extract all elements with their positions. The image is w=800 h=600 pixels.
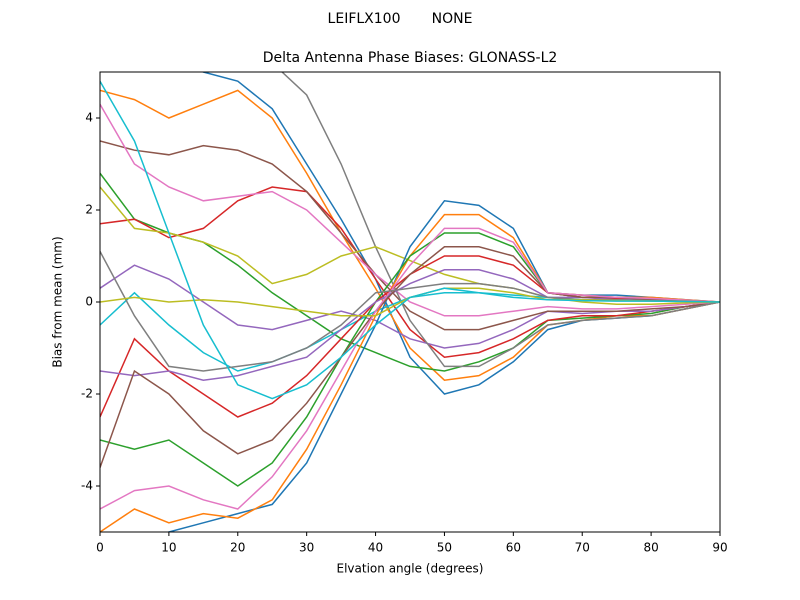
x-tick-label: 80: [643, 541, 658, 555]
x-tick-label: 50: [437, 541, 452, 555]
y-tick-label: -2: [81, 387, 93, 401]
data-line: [100, 186, 720, 306]
y-tick-label: 4: [85, 111, 93, 125]
data-line: [165, 199, 720, 532]
y-tick-label: -4: [81, 479, 93, 493]
data-line: [100, 251, 720, 372]
y-tick-label: 2: [85, 203, 93, 217]
data-line: [100, 186, 720, 358]
x-tick-label: 40: [368, 541, 383, 555]
data-line: [100, 227, 720, 510]
y-axis-label: Bias from mean (mm): [51, 236, 65, 367]
x-tick-label: 60: [506, 541, 521, 555]
x-axis-label: Elvation angle (degrees): [337, 562, 484, 576]
data-line: [280, 72, 720, 368]
data-line: [100, 80, 720, 400]
x-tick-label: 10: [161, 541, 176, 555]
data-line: [100, 103, 720, 317]
plot-area: [100, 72, 720, 532]
x-tick-label: 20: [230, 541, 245, 555]
x-tick-label: 30: [299, 541, 314, 555]
x-tick-label: 70: [575, 541, 590, 555]
y-tick-label: 0: [85, 295, 93, 309]
data-line: [100, 140, 720, 331]
suptitle: LEIFLX100 NONE: [328, 11, 473, 27]
x-tick-label: 0: [96, 541, 104, 555]
x-tick-label: 90: [712, 541, 727, 555]
chart-title: Delta Antenna Phase Biases: GLONASS-L2: [263, 50, 558, 66]
